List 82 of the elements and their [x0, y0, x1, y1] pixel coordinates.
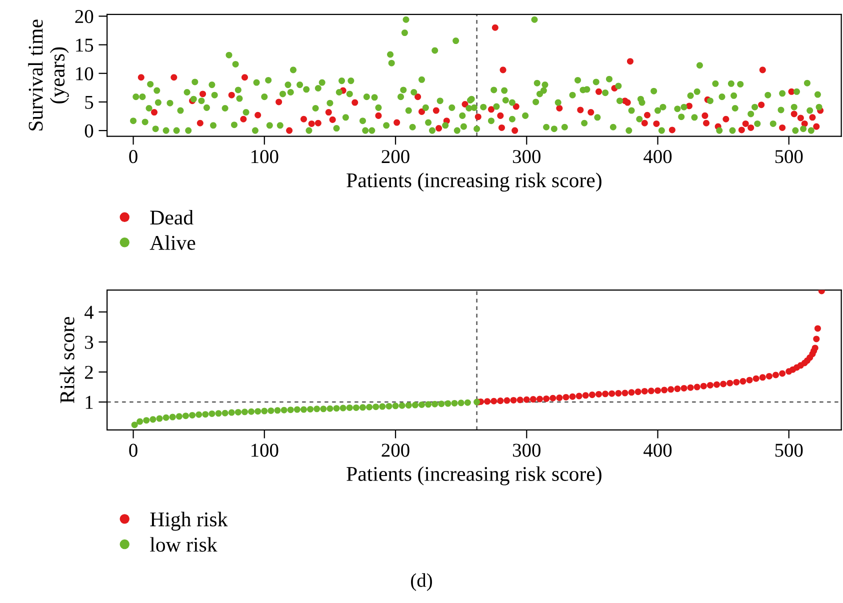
- point: [320, 406, 327, 412]
- point: [340, 404, 346, 412]
- point: [307, 406, 314, 412]
- point: [202, 411, 209, 418]
- point: [405, 402, 412, 409]
- legend-label: Alive: [150, 235, 196, 250]
- legend-label: Dead: [150, 210, 194, 225]
- point: [386, 402, 392, 410]
- point: [268, 407, 274, 414]
- y-tick-label: 2: [85, 366, 93, 379]
- point: [366, 404, 373, 410]
- y-tick-label: 5: [85, 96, 94, 109]
- point: [176, 413, 182, 420]
- y-tick-label: 1: [86, 396, 93, 409]
- point: [196, 411, 202, 418]
- point: [352, 404, 360, 411]
- point: [287, 406, 294, 414]
- x-tick-label: 500: [775, 444, 803, 457]
- x-tick-label: 100: [252, 150, 278, 164]
- point: [451, 400, 458, 406]
- point: [464, 399, 471, 406]
- point: [254, 408, 262, 415]
- point: [346, 404, 353, 411]
- point: [248, 408, 255, 415]
- point: [379, 403, 386, 410]
- x-tick-label: 300: [512, 150, 540, 164]
- point: [274, 407, 281, 414]
- point: [392, 402, 399, 410]
- y-tick-label: 15: [76, 38, 94, 52]
- point: [438, 400, 445, 408]
- x-tick-label: 0: [129, 444, 138, 457]
- point: [261, 408, 268, 414]
- point: [241, 408, 248, 416]
- x-axis-title: Patients (increasing risk score): [346, 172, 602, 192]
- point: [222, 410, 228, 416]
- legend-label: low risk: [150, 537, 218, 552]
- point: [215, 410, 222, 417]
- point: [150, 416, 156, 423]
- y-axis-title: Survival time (years): [28, 20, 69, 130]
- point: [182, 412, 189, 420]
- point: [228, 409, 235, 416]
- x-tick-label: 400: [644, 150, 672, 164]
- point: [208, 410, 216, 417]
- x-tick-label: 400: [644, 444, 672, 457]
- point: [444, 400, 452, 407]
- point: [432, 400, 438, 408]
- point: [412, 402, 418, 408]
- point: [162, 414, 170, 421]
- x-tick-label: 500: [775, 150, 803, 164]
- point: [143, 417, 150, 424]
- point: [280, 406, 288, 414]
- text: (d): [411, 573, 432, 591]
- point: [326, 405, 334, 412]
- x-tick-label: 0: [129, 150, 138, 164]
- y-tick-label: 0: [84, 124, 94, 138]
- point: [300, 406, 307, 413]
- point: [169, 414, 176, 420]
- legend-label: High risk: [150, 512, 228, 531]
- point: [136, 418, 144, 425]
- x-tick-label: 200: [382, 150, 410, 164]
- point: [234, 408, 242, 416]
- y-tick-label: 10: [76, 67, 94, 80]
- x-axis-title: Patients (increasing risk score): [346, 466, 602, 486]
- point: [131, 422, 138, 428]
- point: [458, 400, 464, 406]
- point: [333, 405, 340, 412]
- x-tick-label: 100: [252, 444, 278, 457]
- point: [372, 404, 380, 410]
- point: [294, 406, 300, 413]
- point: [314, 406, 320, 412]
- point: [418, 401, 425, 408]
- y-tick-label: 4: [84, 306, 94, 319]
- x-tick-label: 300: [512, 444, 540, 457]
- y-tick-label: 3: [85, 336, 94, 349]
- y-axis-title: Risk score: [60, 317, 74, 404]
- point: [156, 415, 163, 422]
- x-tick-label: 200: [382, 444, 410, 457]
- y-tick-label: 20: [75, 10, 94, 24]
- point: [398, 402, 406, 409]
- point: [359, 404, 366, 411]
- point: [189, 412, 196, 418]
- point: [425, 401, 432, 408]
